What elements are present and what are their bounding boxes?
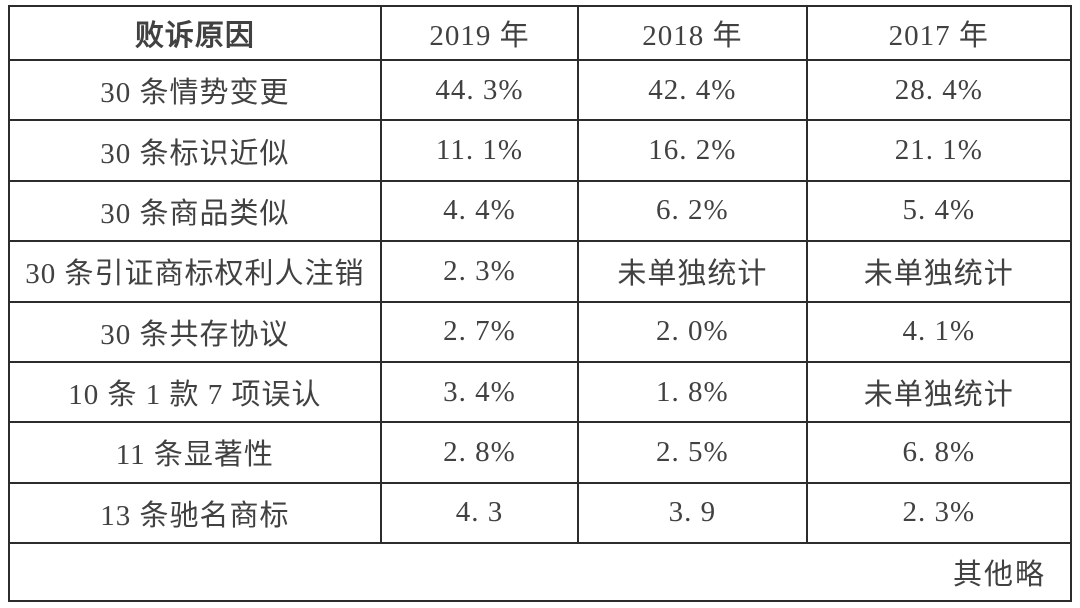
cell-2018: 3. 9 [577,481,808,545]
data-table: 败诉原因 2019 年 2018 年 2017 年 30 条情势变更 44. 3… [8,5,1073,602]
cell-2018: 16. 2% [577,119,808,182]
table-body: 30 条情势变更 44. 3% 42. 4% 28. 4% 30 条标识近似 1… [8,58,1073,545]
cell-2018: 2. 0% [577,300,808,363]
header-row: 败诉原因 2019 年 2018 年 2017 年 [8,5,1073,61]
table-row: 30 条标识近似 11. 1% 16. 2% 21. 1% [8,119,1073,182]
cell-2019: 3. 4% [379,360,580,424]
table-header: 败诉原因 2019 年 2018 年 2017 年 [8,5,1073,61]
losing-causes-table: 败诉原因 2019 年 2018 年 2017 年 30 条情势变更 44. 3… [8,5,1073,602]
cell-2017: 4. 1% [805,300,1073,363]
column-header-2019: 2019 年 [379,5,580,61]
table-row: 11 条显著性 2. 8% 2. 5% 6. 8% [8,421,1073,484]
table-row: 30 条引证商标权利人注销 2. 3% 未单独统计 未单独统计 [8,240,1073,303]
cell-2019: 4. 3 [379,481,580,545]
column-header-2017: 2017 年 [805,5,1073,61]
cell-cause: 10 条 1 款 7 项误认 [8,360,382,424]
table-row: 10 条 1 款 7 项误认 3. 4% 1. 8% 未单独统计 [8,360,1073,424]
cell-2017: 未单独统计 [805,240,1073,303]
table-footer: 其他略 [8,542,1072,602]
cell-2017: 2. 3% [805,481,1073,545]
table-row: 30 条商品类似 4. 4% 6. 2% 5. 4% [8,179,1073,243]
cell-2018: 42. 4% [577,58,808,122]
cell-2019: 44. 3% [379,58,580,122]
cell-2019: 4. 4% [379,179,580,243]
cell-2019: 11. 1% [379,119,580,182]
cell-2019: 2. 8% [379,421,580,484]
cell-cause: 30 条引证商标权利人注销 [8,240,382,303]
cell-cause: 30 条共存协议 [8,300,382,363]
cell-cause: 13 条驰名商标 [8,481,382,545]
cell-2019: 2. 3% [379,240,580,303]
cell-cause: 30 条情势变更 [8,58,382,122]
cell-2017: 6. 8% [805,421,1073,484]
table-row: 13 条驰名商标 4. 3 3. 9 2. 3% [8,481,1073,545]
cell-2018: 未单独统计 [577,240,808,303]
cell-2018: 1. 8% [577,360,808,424]
cell-2018: 2. 5% [577,421,808,484]
cell-2017: 21. 1% [805,119,1073,182]
cell-cause: 30 条商品类似 [8,179,382,243]
cell-2017: 5. 4% [805,179,1073,243]
footer-row: 其他略 [8,542,1072,602]
footer-note: 其他略 [8,542,1072,602]
cell-2018: 6. 2% [577,179,808,243]
table-row: 30 条情势变更 44. 3% 42. 4% 28. 4% [8,58,1073,122]
cell-cause: 30 条标识近似 [8,119,382,182]
column-header-2018: 2018 年 [577,5,808,61]
column-header-cause: 败诉原因 [8,5,382,61]
table-row: 30 条共存协议 2. 7% 2. 0% 4. 1% [8,300,1073,363]
cell-cause: 11 条显著性 [8,421,382,484]
cell-2017: 28. 4% [805,58,1073,122]
cell-2017: 未单独统计 [805,360,1073,424]
cell-2019: 2. 7% [379,300,580,363]
